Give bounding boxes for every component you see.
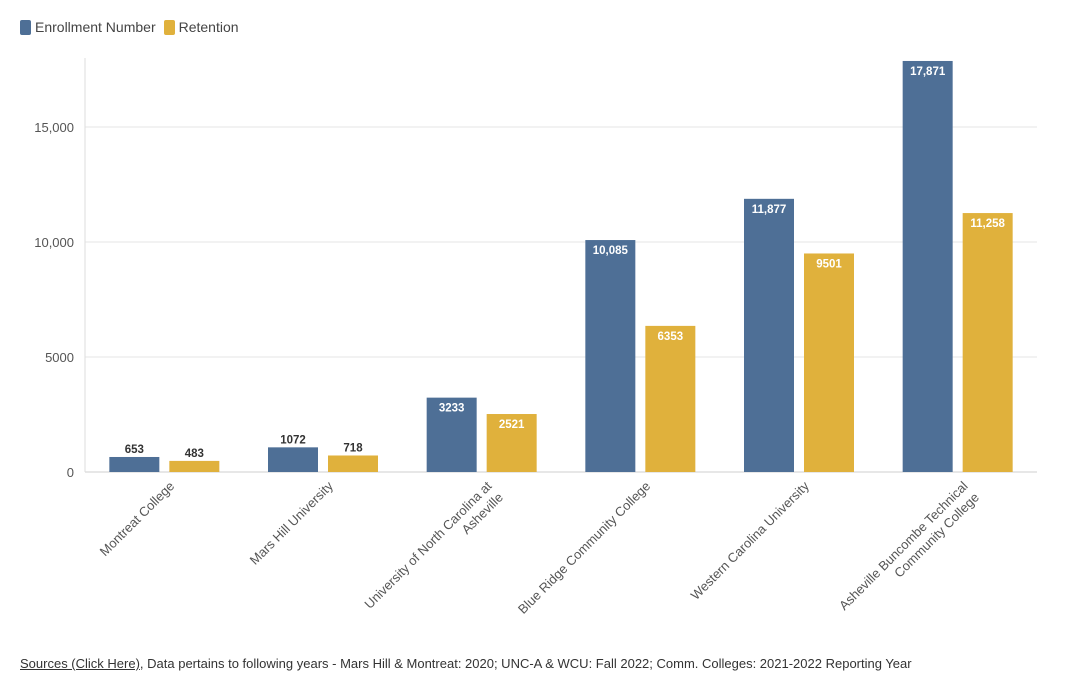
data-label: 2521 — [499, 419, 525, 431]
data-label: 11,877 — [752, 204, 787, 216]
sources-link[interactable]: Sources (Click Here) — [20, 656, 140, 671]
legend-swatch-retention — [163, 19, 175, 35]
legend-item-enrollment[interactable]: Enrollment Number — [20, 19, 156, 35]
y-tick-label: 0 — [67, 465, 74, 480]
x-tick-label: Western Carolina University — [688, 478, 813, 603]
bar — [902, 60, 953, 472]
x-tick-label-line: Western Carolina University — [688, 478, 813, 603]
bar — [328, 455, 378, 472]
x-tick-label-line: Montreat College — [97, 478, 178, 559]
data-label: 1072 — [280, 434, 306, 446]
x-tick-label-line: Asheville Buncombe Technical — [836, 478, 971, 613]
bar — [744, 198, 794, 473]
data-label: 6353 — [658, 331, 684, 343]
data-label: 653 — [125, 444, 144, 456]
x-tick-label-line: Mars Hill University — [247, 478, 337, 568]
data-label: 483 — [185, 448, 204, 460]
bar — [426, 397, 477, 472]
bar — [804, 253, 854, 472]
bar — [486, 414, 537, 472]
data-label: 3233 — [439, 403, 465, 415]
x-tick-label-line: University of North Carolina at — [361, 478, 494, 611]
data-label: 718 — [343, 442, 363, 454]
data-label: 9501 — [816, 258, 842, 270]
bar — [268, 447, 318, 472]
y-tick-label: 5000 — [45, 350, 74, 365]
bar-chart: 0 5000 10,000 15,000 653 483 Montreat College 1… — [34, 58, 1037, 617]
bar — [962, 213, 1013, 473]
bar — [169, 460, 220, 472]
legend-label-retention: Retention — [178, 19, 239, 35]
footer-note: Sources (Click Here), Data pertains to f… — [20, 656, 912, 671]
data-label: 10,085 — [593, 245, 629, 257]
x-tick-label: Montreat College — [97, 478, 178, 559]
x-tick-label: Mars Hill University — [247, 478, 337, 568]
bar — [585, 240, 636, 472]
data-label: 17,871 — [910, 66, 946, 78]
y-tick-label: 15,000 — [34, 120, 74, 135]
data-label: 11,258 — [970, 218, 1005, 230]
legend-item-retention[interactable]: Retention — [163, 19, 239, 35]
legend-swatch-enrollment — [20, 19, 31, 35]
legend: Enrollment Number Retention — [20, 19, 239, 35]
x-tick-label-line: Blue Ridge Community College — [515, 478, 653, 616]
legend-label-enrollment: Enrollment Number — [35, 19, 156, 35]
bar — [645, 325, 696, 472]
x-tick-label: Blue Ridge Community College — [515, 478, 653, 616]
footer-text: , Data pertains to following years - Mar… — [139, 656, 912, 671]
y-tick-label: 10,000 — [34, 235, 74, 250]
bar — [109, 456, 160, 472]
